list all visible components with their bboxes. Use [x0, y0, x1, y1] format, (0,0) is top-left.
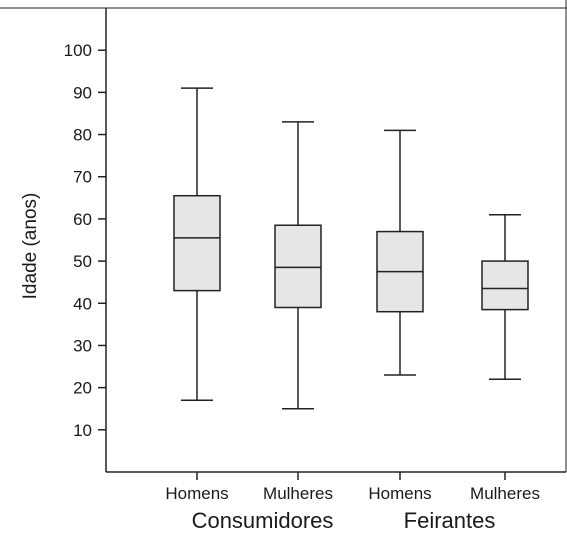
y-tick-label: 70: [73, 168, 92, 187]
y-axis-ticks: 10 20 30 40 50 60 70 80 90 100: [64, 41, 106, 440]
y-tick-label: 10: [73, 421, 92, 440]
y-tick-label: 80: [73, 126, 92, 145]
box-4: [481, 213, 529, 480]
y-tick-label: 40: [73, 294, 92, 313]
iqr-box: [274, 224, 322, 309]
category-labels: Homens Mulheres Homens Mulheres Consumidores…: [165, 484, 540, 533]
x-tick-label: Mulheres: [470, 484, 540, 503]
iqr-box: [481, 260, 529, 311]
x-tick-label: Homens: [165, 484, 228, 503]
y-tick-label: 90: [73, 83, 92, 102]
box-2: [274, 121, 322, 480]
y-tick-label: 30: [73, 336, 92, 355]
box-1: [173, 87, 221, 480]
x-tick-label: Mulheres: [263, 484, 333, 503]
y-tick-label: 60: [73, 210, 92, 229]
y-tick-label: 100: [64, 41, 92, 60]
group-label: Feirantes: [404, 508, 496, 533]
box-series: [173, 87, 529, 480]
x-tick-label: Homens: [368, 484, 431, 503]
group-label: Consumidores: [192, 508, 334, 533]
y-tick-label: 50: [73, 252, 92, 271]
y-axis-title: Idade (anos): [20, 193, 41, 300]
y-tick-label: 20: [73, 379, 92, 398]
chart-frame: [0, 0, 567, 473]
box-3: [376, 129, 424, 480]
iqr-box: [173, 194, 221, 292]
